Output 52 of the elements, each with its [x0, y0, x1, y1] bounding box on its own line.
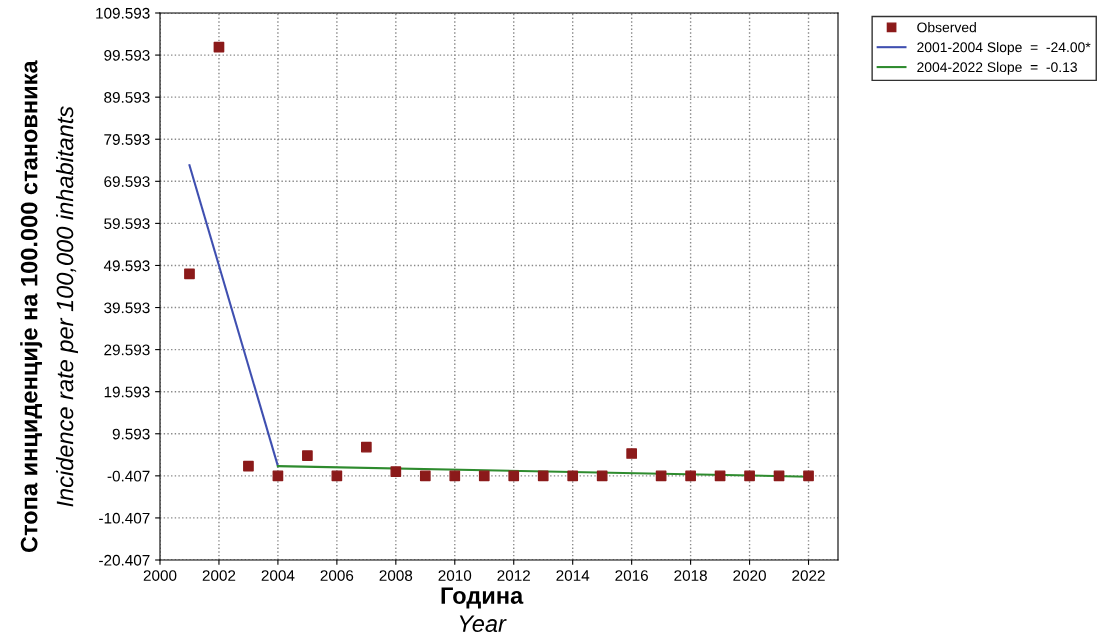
y-tick-label: 59.593: [104, 218, 150, 230]
point: [685, 470, 696, 482]
point: [419, 470, 431, 482]
point: [508, 470, 520, 482]
y-tick-label: -10.407: [99, 512, 150, 524]
y-tick-label: 69.593: [104, 176, 150, 187]
point: [773, 470, 785, 482]
y-tick-label: 79.593: [104, 134, 150, 145]
point: [596, 470, 608, 482]
point: [390, 466, 402, 477]
y-tick-label: 49.593: [103, 260, 150, 272]
y-axis-title: Стопа инциденције на 100.000 становника Incidence rate per 100,000 inhabitants: [20, 60, 79, 553]
point: [272, 470, 284, 482]
x-tick-label: 2004: [261, 570, 295, 581]
point: [626, 448, 638, 459]
point: [744, 470, 755, 482]
legend-label: 2004-2022 Slope = -0.13: [917, 61, 1077, 75]
y-tick-label: 29.593: [104, 344, 150, 356]
point: [803, 470, 814, 482]
point: [567, 470, 579, 482]
x-tick-label: 2006: [320, 570, 354, 581]
point: [449, 470, 461, 482]
x-tick-label: 2018: [674, 570, 707, 581]
x-tick-label: 2020: [733, 570, 766, 581]
x-tick-label: 2010: [438, 570, 472, 581]
y-tick-label: 99.593: [104, 49, 150, 61]
x-axis-title: Година Year: [441, 587, 524, 633]
point: [655, 470, 667, 482]
y-tick-label: 19.593: [104, 386, 150, 398]
point: [537, 470, 549, 482]
point: [331, 470, 343, 482]
y-tick-label: -20.407: [99, 554, 150, 566]
x-tick-label: 2002: [202, 570, 236, 581]
x-tick-label: 2000: [143, 570, 177, 581]
point: [714, 470, 726, 482]
y-tick-label: 89.593: [104, 92, 150, 103]
y-tick-label: 109.593: [96, 7, 150, 19]
y-tick-label: -0.407: [107, 470, 150, 482]
point: [302, 450, 313, 461]
x-tick-label: 2022: [792, 570, 825, 581]
point: [243, 460, 254, 472]
x-tick-label: 2008: [379, 570, 413, 581]
y-tick-label: 39.593: [104, 302, 150, 314]
legend-label: Observed: [917, 22, 976, 33]
point: [360, 441, 372, 453]
x-tick-label: 2012: [497, 570, 530, 581]
legend-label: 2001-2004 Slope = -24.00*: [917, 41, 1091, 55]
x-tick-label: 2014: [556, 570, 590, 581]
y-tick-label: 9.593: [112, 428, 150, 440]
x-tick-label: 2016: [615, 570, 648, 581]
point: [184, 268, 195, 280]
point: [478, 470, 490, 482]
